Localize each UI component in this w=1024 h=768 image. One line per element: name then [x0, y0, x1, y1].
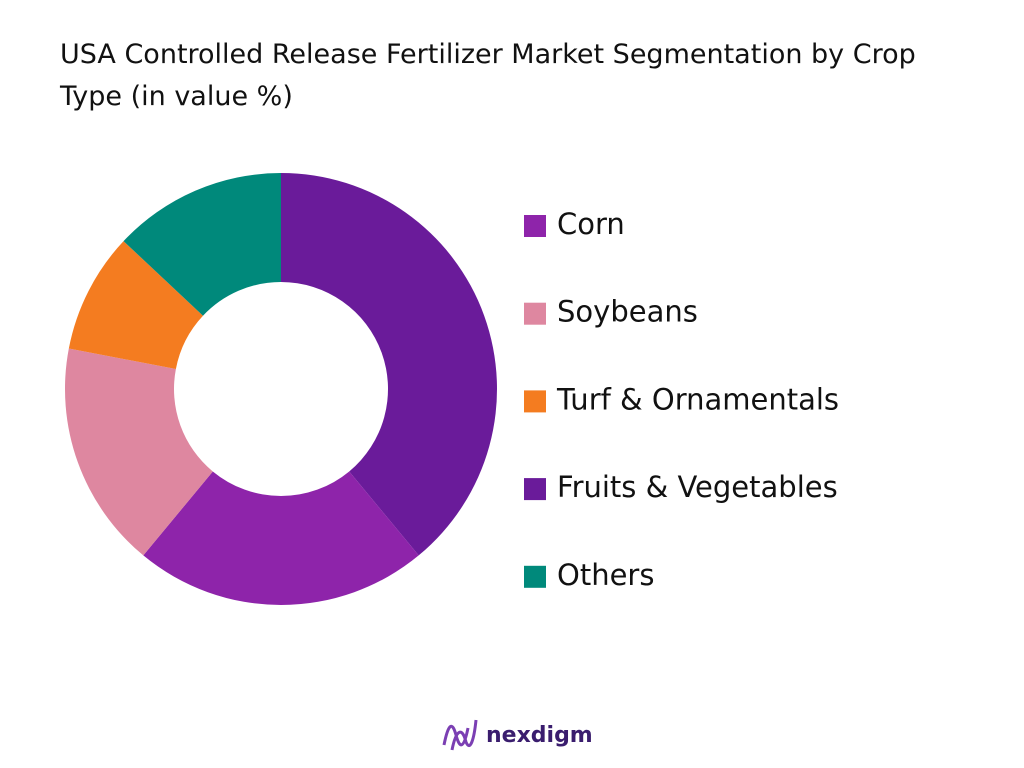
logo-icon	[442, 719, 478, 751]
donut-segment	[123, 173, 281, 316]
legend-swatch	[524, 302, 546, 325]
donut-segment	[281, 173, 497, 556]
legend-label: Soybeans	[557, 295, 698, 329]
donut-segment	[68, 241, 204, 369]
chart-title: USA Controlled Release Fertilizer Market…	[59, 39, 916, 112]
donut-segment	[65, 348, 213, 556]
legend-swatch	[524, 390, 546, 413]
logo: nexdigm	[442, 719, 593, 751]
legend-label: Turf & Ornamentals	[556, 382, 839, 416]
legend-swatch	[524, 478, 546, 501]
legend-swatch	[524, 565, 546, 588]
legend-swatch	[524, 215, 546, 237]
brand: nexdigm	[486, 723, 593, 748]
legend-label: Others	[557, 558, 654, 592]
legend-label: Fruits & Vegetables	[557, 470, 838, 504]
legend-label: Corn	[557, 207, 625, 241]
donut-segment	[143, 471, 419, 605]
